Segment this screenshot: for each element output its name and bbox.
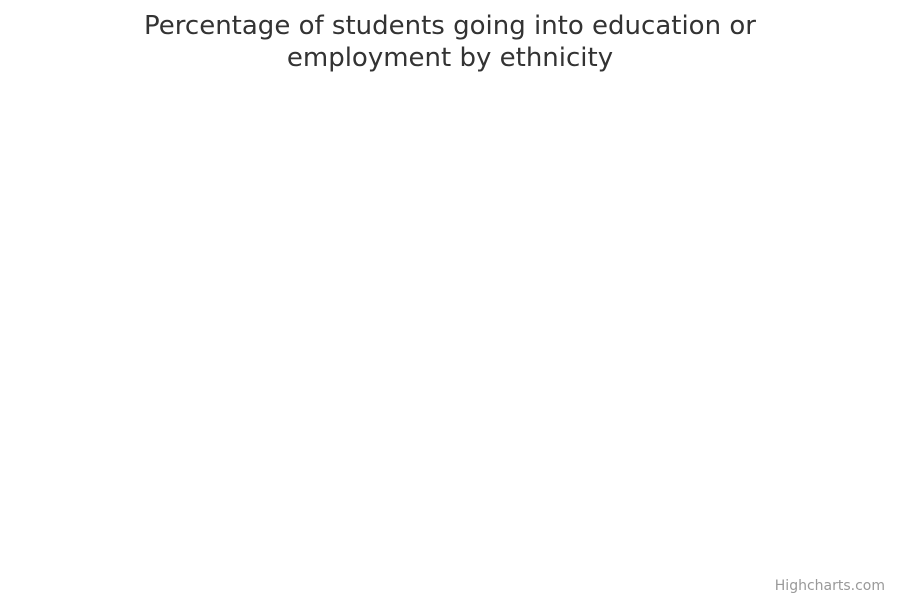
plot-area [10,85,890,555]
chart-title: Percentage of students going into educat… [0,10,900,74]
highcharts-credits-link[interactable]: Highcharts.com [774,578,885,594]
chart-title-line-2: employment by ethnicity [286,43,614,73]
chart-title-line-1: Percentage of students going into educat… [144,11,756,41]
